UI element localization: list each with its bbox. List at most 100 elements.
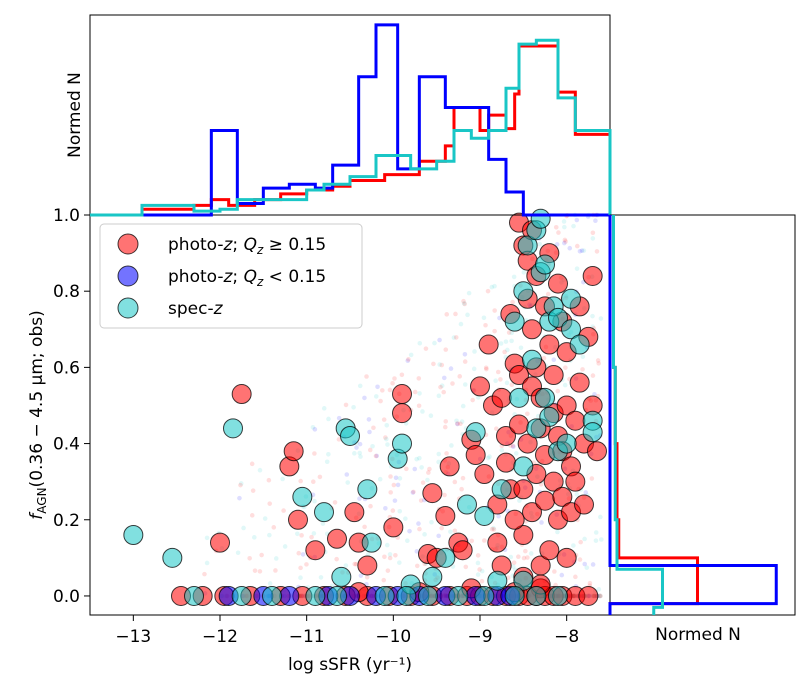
faint-point — [318, 575, 324, 580]
faint-point — [411, 489, 416, 495]
scatter-point-red — [543, 365, 564, 385]
faint-point — [579, 248, 585, 253]
faint-point — [441, 389, 447, 395]
faint-point — [562, 237, 568, 243]
faint-point — [387, 555, 393, 561]
y-tick-label: 0.6 — [53, 358, 80, 378]
faint-point — [334, 556, 339, 562]
scatter-point-red — [535, 490, 555, 511]
scatter-point-cyan — [526, 418, 547, 439]
faint-point — [525, 411, 530, 417]
faint-point — [462, 301, 467, 307]
faint-point — [551, 357, 557, 362]
scatter-point-cyan — [457, 494, 477, 515]
faint-point — [312, 498, 317, 504]
faint-point — [390, 508, 396, 513]
faint-point — [466, 290, 472, 296]
faint-point — [388, 490, 394, 495]
scatter-point-red — [392, 384, 412, 405]
faint-point — [593, 538, 599, 543]
faint-point — [518, 345, 524, 351]
faint-point — [553, 224, 559, 230]
faint-point — [495, 369, 501, 375]
faint-point — [479, 578, 485, 584]
scatter-point-cyan — [418, 585, 438, 606]
faint-point — [554, 242, 560, 247]
scatter-point-cyan — [314, 502, 334, 523]
faint-point — [362, 524, 367, 530]
faint-point — [509, 330, 514, 336]
scatter-point-cyan — [474, 505, 495, 526]
faint-point — [382, 554, 387, 560]
faint-point — [583, 490, 589, 495]
faint-point — [362, 395, 367, 401]
faint-point — [352, 451, 357, 456]
faint-point — [483, 365, 489, 371]
faint-point — [397, 508, 403, 514]
faint-point — [237, 495, 242, 501]
scatter-point-cyan — [231, 585, 252, 606]
faint-point — [563, 365, 568, 370]
faint-point — [420, 480, 426, 485]
scatter-point-cyan — [504, 311, 525, 332]
faint-point — [436, 451, 442, 457]
faint-point — [556, 230, 561, 235]
scatter-point-cyan — [465, 422, 486, 443]
faint-point — [354, 445, 359, 450]
faint-point — [573, 574, 578, 580]
faint-point — [491, 527, 497, 532]
top-histogram-panel: Normed N — [65, 14, 612, 217]
faint-point — [235, 550, 241, 556]
scatter-point-red — [574, 494, 594, 515]
faint-point — [204, 535, 210, 541]
faint-point — [461, 301, 467, 306]
faint-point — [420, 409, 425, 414]
scatter-point-red — [578, 585, 599, 606]
faint-point — [417, 526, 422, 532]
faint-point — [472, 349, 477, 354]
faint-point — [516, 554, 521, 560]
scatter-point-cyan — [448, 585, 469, 606]
faint-point — [416, 403, 422, 409]
x-tick-label: −8 — [554, 627, 579, 647]
faint-point — [345, 480, 351, 485]
scatter-point-cyan — [396, 585, 417, 606]
faint-point — [580, 354, 586, 359]
faint-point — [332, 500, 338, 505]
faint-point — [436, 533, 441, 539]
scatter-point-red — [509, 414, 529, 435]
faint-point — [383, 435, 388, 440]
faint-point — [460, 403, 466, 409]
scatter-point-cyan — [513, 281, 534, 302]
scatter-point-cyan — [487, 570, 508, 591]
faint-point — [555, 529, 560, 535]
y-label-rest: (0.36 − 4.5 μm; obs) — [27, 310, 47, 487]
faint-point — [463, 564, 469, 570]
scatter-point-red — [543, 471, 564, 492]
faint-point — [496, 513, 501, 519]
scatter-point-cyan — [162, 547, 183, 568]
faint-point — [574, 492, 580, 497]
faint-point — [392, 498, 398, 503]
scatter-point-red — [565, 471, 586, 492]
faint-point — [580, 367, 585, 372]
faint-point — [266, 477, 272, 483]
faint-point — [590, 562, 596, 567]
faint-point — [453, 311, 458, 317]
scatter-point-red — [513, 525, 534, 545]
scatter-point-cyan — [340, 425, 360, 446]
faint-point — [304, 562, 309, 567]
faint-point — [597, 593, 603, 599]
faint-point — [377, 476, 383, 482]
faint-point — [492, 308, 497, 313]
faint-point — [321, 406, 327, 411]
faint-point — [296, 550, 302, 556]
faint-point — [299, 533, 304, 538]
scatter-point-red — [491, 387, 512, 408]
scatter-point-red — [509, 365, 529, 385]
faint-point — [419, 465, 424, 470]
faint-point — [385, 442, 390, 447]
scatter-point-cyan — [569, 334, 590, 355]
scatter-point-cyan — [509, 387, 529, 408]
scatter-point-cyan — [513, 456, 534, 477]
